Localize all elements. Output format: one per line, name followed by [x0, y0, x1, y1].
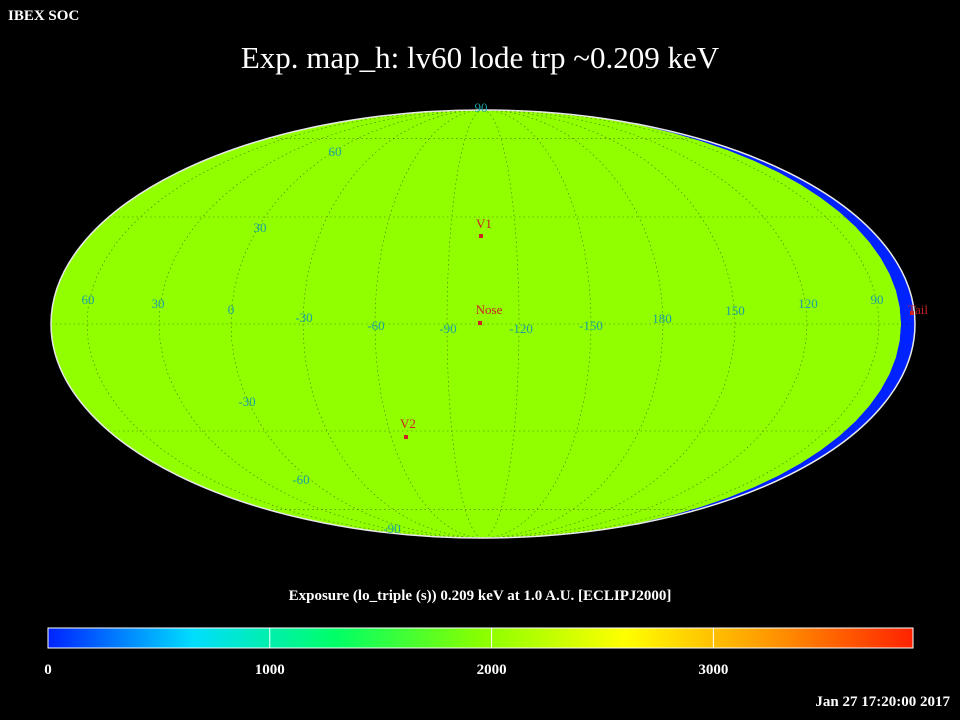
latitude-tick-label: 90: [475, 100, 488, 115]
colorbar-tick-label: 2000: [477, 662, 507, 678]
latitude-tick-label: -60: [292, 472, 309, 487]
longitude-tick-label: -120: [509, 321, 533, 336]
colorbar-tick-label: 0: [44, 662, 52, 678]
longitude-tick-label: 30: [152, 296, 165, 311]
longitude-tick-label: -150: [579, 318, 603, 333]
marker-dot: [404, 435, 408, 439]
longitude-tick-label: -60: [367, 318, 384, 333]
latitude-tick-label: -30: [238, 394, 255, 409]
org-label: IBEX SOC: [8, 8, 80, 24]
map-markers: V1 Nose V2 Tail: [400, 216, 928, 439]
marker-label: V1: [476, 216, 492, 231]
longitude-tick-label: 90: [871, 292, 884, 307]
marker-label: V2: [400, 416, 416, 431]
longitude-tick-label: 0: [228, 302, 235, 317]
longitude-labels: 60 30 0 -30 -60 -90 -120 -150 180 150 120 90: [82, 292, 884, 336]
timestamp: Jan 27 17:20:00 2017: [815, 694, 950, 710]
longitude-tick-label: 180: [652, 311, 672, 326]
colorbar-ticks: 0 1000 2000 3000: [44, 628, 728, 678]
colorbar-tick-label: 1000: [255, 662, 285, 678]
latitude-labels: 90 60 30 -30 -60 -90: [238, 100, 487, 536]
colorbar: [47, 627, 914, 649]
meridian-line: [482, 110, 592, 538]
latitude-tick-label: 30: [254, 220, 267, 235]
marker-dot: [910, 311, 914, 315]
colorbar-tick-label: 3000: [698, 662, 728, 678]
map-outline: [50, 109, 916, 539]
marker-dot: [479, 234, 483, 238]
longitude-tick-label: -30: [295, 310, 312, 325]
meridian-line: [482, 110, 880, 538]
colorbar-title: Exposure (lo_triple (s)) 0.209 keV at 1.…: [288, 588, 672, 604]
latitude-tick-label: -90: [383, 521, 400, 536]
marker-label: Nose: [476, 302, 503, 317]
longitude-tick-label: 120: [798, 296, 818, 311]
latitude-tick-label: 60: [329, 144, 342, 159]
meridian-line: [482, 110, 664, 538]
map-title: Exp. map_h: lv60 lode trp ~0.209 keV: [240, 40, 720, 75]
marker-label: Tail: [908, 302, 928, 317]
longitude-tick-label: 150: [725, 303, 745, 318]
marker-dot: [478, 321, 482, 325]
longitude-tick-label: 60: [82, 292, 95, 307]
longitude-tick-label: -90: [439, 321, 456, 336]
